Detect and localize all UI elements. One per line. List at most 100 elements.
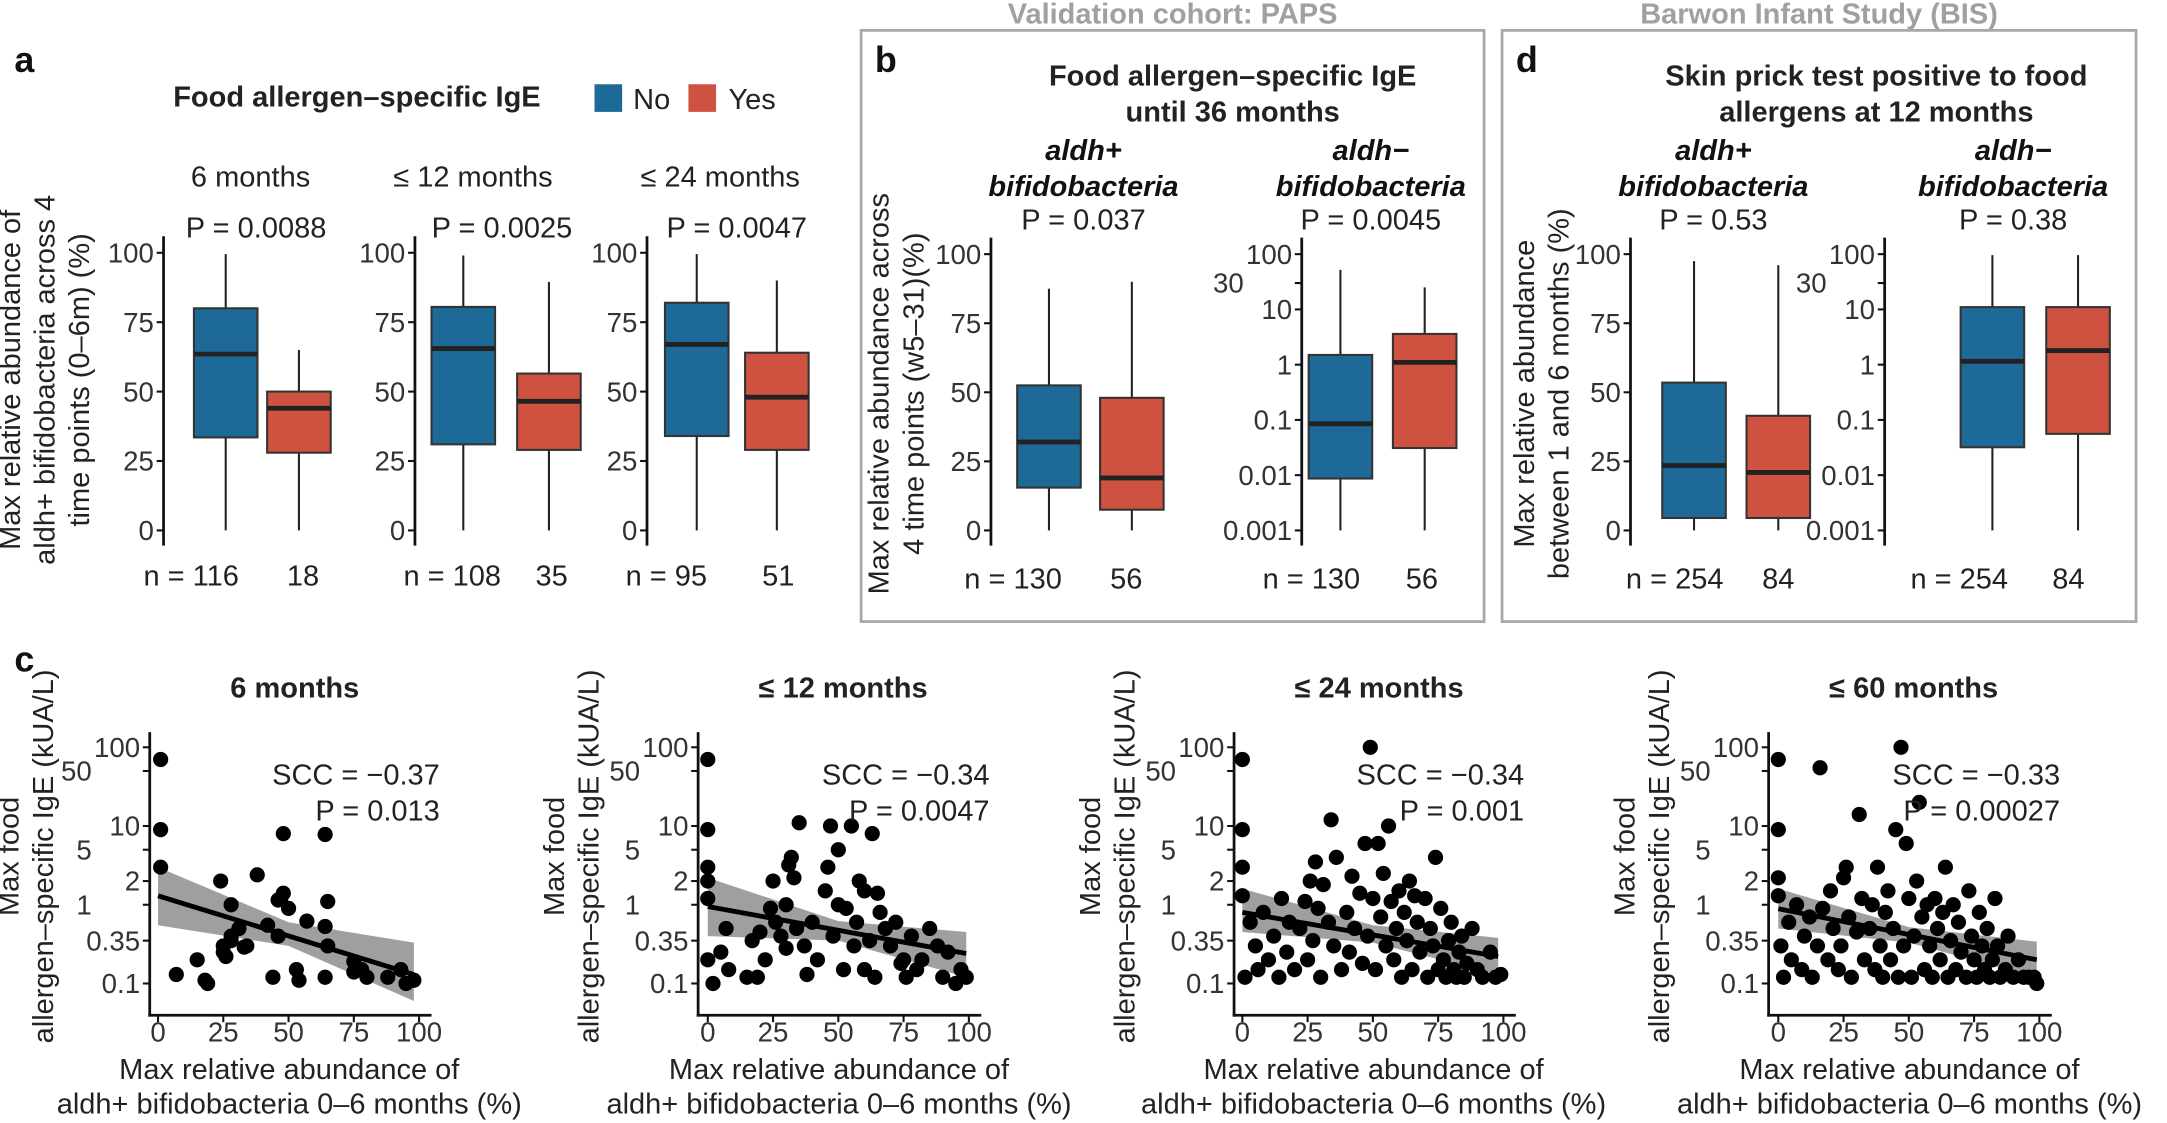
y-axis-title: allergen–specific IgE (kUA/L) [28, 669, 60, 1043]
y-tick-label: 0.001 [1806, 515, 1875, 546]
scatter-point [1373, 909, 1389, 925]
scatter-point [1822, 883, 1839, 899]
scatter-point [1286, 962, 1303, 978]
y-tick-label: 0.01 [1821, 460, 1875, 491]
scatter-point [1903, 969, 1920, 985]
n-label: 18 [287, 561, 319, 593]
scatter-point [958, 969, 974, 985]
scatter-point [1367, 962, 1384, 978]
scatter-point [822, 818, 839, 834]
scatter-point [1493, 966, 1509, 983]
x-tick-label: 75 [888, 1017, 919, 1048]
scatter-point [1950, 914, 1967, 930]
scatter-point [843, 818, 859, 834]
regression-line [1241, 910, 1499, 959]
scatter-point [1773, 938, 1789, 954]
scatter-point [773, 928, 789, 944]
x-axis-title: aldh+ bifidobacteria 0–6 months (%) [57, 1088, 522, 1120]
scatter-point [317, 918, 333, 935]
scatter-point [1922, 938, 1938, 954]
scatter-point [153, 859, 169, 875]
scatter-point [1888, 822, 1904, 838]
box-yes [1099, 396, 1165, 511]
scatter-point [1422, 920, 1438, 937]
scatter-point [1365, 890, 1381, 907]
scatter-point [1796, 928, 1812, 944]
box-no [192, 307, 259, 439]
box-no [1661, 381, 1727, 520]
scatter-point [1307, 854, 1324, 870]
scatter-point [799, 966, 815, 983]
scatter-point [1352, 885, 1368, 901]
scatter-point [1830, 962, 1846, 978]
facet-title: bifidobacteria [1276, 171, 1466, 203]
scatter-point [700, 859, 716, 875]
panel-label-a: a [14, 39, 35, 80]
scatter-point [864, 826, 880, 842]
y-tick-label: 100 [1246, 239, 1292, 270]
n-label: n = 108 [403, 561, 501, 593]
legend-swatch-no [594, 84, 623, 112]
scatter-point [1273, 890, 1290, 907]
p-value: P = 0.0025 [432, 213, 573, 245]
scatter-point [223, 897, 239, 913]
scatter-point [848, 914, 865, 930]
x-tick-label: 50 [1893, 1017, 1924, 1048]
legend-label: Yes [729, 84, 776, 116]
y-axis-title: allergen–specific IgE (kUA/L) [1644, 669, 1676, 1043]
y-tick-label: 5 [625, 834, 640, 865]
scatter-point [1279, 944, 1295, 960]
y-tick-label: 10 [1194, 811, 1225, 842]
y-tick-label: 75 [951, 308, 982, 339]
scatter-point [1833, 938, 1849, 954]
scatter-point [718, 920, 734, 937]
scatter-point [189, 952, 205, 968]
x-axis-title: Max relative abundance of [1203, 1054, 1544, 1086]
scatter-point [700, 952, 716, 968]
facet-title: aldh− [1333, 135, 1410, 167]
x-axis-title: aldh+ bifidobacteria 0–6 months (%) [1141, 1088, 1606, 1120]
y-tick-label: 0 [966, 515, 981, 546]
scatter-point [1935, 904, 1951, 920]
y-tick-label: 75 [375, 307, 406, 338]
y-tick-label: 5 [76, 834, 91, 865]
y-tick-label: 0.35 [1705, 925, 1759, 956]
x-tick-label: 100 [946, 1017, 992, 1048]
x-tick-label: 100 [1480, 1017, 1526, 1048]
n-label: 51 [762, 561, 794, 593]
facet-title: bifidobacteria [988, 171, 1178, 203]
scatter-title: 6 months [230, 673, 359, 705]
y-tick-label: 75 [607, 307, 638, 338]
scatter-point [830, 842, 846, 858]
y-tick-label: 10 [1261, 294, 1292, 325]
scatter-point [1812, 760, 1828, 776]
y-tick-label: 0.1 [102, 968, 140, 999]
y-tick-label: 100 [1713, 732, 1759, 763]
regression-line [1777, 906, 2038, 963]
scatter-point [231, 920, 247, 937]
scatter-point [1877, 904, 1893, 920]
y-tick-label: 0.1 [1837, 405, 1875, 436]
scatter-point [1843, 969, 1859, 985]
scatter-point [1882, 952, 1899, 968]
scatter-point [895, 952, 912, 968]
scatter-point [1979, 920, 1995, 937]
scatter-point [1927, 890, 1943, 907]
scatter-point [1775, 969, 1792, 985]
scatter-point [1266, 928, 1282, 944]
scatter-point [168, 966, 184, 983]
scatter-point [1313, 969, 1329, 985]
cohort-title: Barwon Infant Study (BIS) [1640, 0, 1998, 30]
n-label: 56 [1110, 563, 1142, 595]
y-axis-title: Max food [0, 797, 26, 916]
x-tick-label: 0 [150, 1017, 165, 1048]
scatter-point [1310, 900, 1326, 916]
scatter-point [1770, 751, 1786, 768]
box-yes [744, 351, 810, 451]
p-value: P = 0.0047 [667, 213, 808, 245]
x-axis-title: aldh+ bifidobacteria 0–6 months (%) [1677, 1088, 2142, 1120]
scatter-point [1323, 812, 1339, 828]
scatter-point [867, 969, 883, 985]
x-tick-label: 50 [823, 1017, 854, 1048]
scatter-point [700, 890, 716, 907]
